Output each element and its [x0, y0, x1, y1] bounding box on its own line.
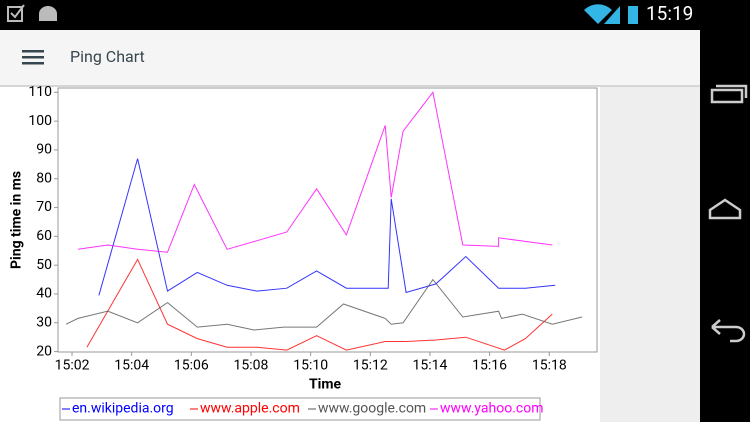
x-axis-title: Time: [309, 377, 342, 393]
y-tick-label: 110: [28, 84, 52, 100]
legend-label: www.yahoo.com: [440, 401, 544, 417]
x-tick-label: 15:08: [234, 358, 269, 374]
x-tick-label: 15:12: [353, 358, 388, 374]
y-tick-label: 60: [36, 228, 52, 244]
system-icons: [584, 4, 638, 24]
home-button[interactable]: [708, 198, 742, 220]
chart-panel: [0, 85, 600, 422]
app-bar-shadow: [0, 85, 700, 87]
x-tick-label: 15:16: [472, 358, 507, 374]
y-tick-label: 90: [36, 142, 52, 158]
status-bar: [0, 0, 750, 30]
legend-label: www.google.com: [318, 401, 426, 417]
y-tick-label: 20: [36, 343, 52, 359]
y-tick-label: 100: [28, 113, 52, 129]
y-axis-title: Ping time in ms: [9, 171, 25, 269]
y-tick-label: 80: [36, 170, 52, 186]
clock: 15:19: [646, 2, 693, 25]
series-line: [98, 158, 556, 296]
y-tick-label: 70: [36, 199, 52, 215]
series-line: [65, 278, 583, 331]
legend-label: en.wikipedia.org: [72, 401, 174, 417]
series-line: [77, 91, 553, 253]
x-tick-label: 15:10: [293, 358, 328, 374]
x-tick-label: 15:18: [532, 358, 567, 374]
back-button[interactable]: [711, 319, 746, 343]
x-tick-label: 15:06: [174, 358, 209, 374]
y-tick-label: 50: [36, 257, 52, 273]
y-tick-label: 30: [36, 314, 52, 330]
x-tick-label: 15:14: [413, 358, 448, 374]
x-tick-label: 15:04: [114, 358, 149, 374]
menu-button[interactable]: [22, 50, 44, 65]
notification-icons: [7, 4, 57, 22]
app-bar: [0, 30, 700, 85]
plot-frame: [57, 87, 598, 353]
app-title: Ping Chart: [70, 47, 145, 66]
legend-label: www.apple.com: [200, 401, 300, 417]
x-tick-label: 15:02: [55, 358, 90, 374]
series-line: [86, 258, 553, 351]
recents-button[interactable]: [710, 84, 748, 104]
legend: [59, 397, 541, 421]
y-tick-label: 40: [36, 286, 52, 302]
